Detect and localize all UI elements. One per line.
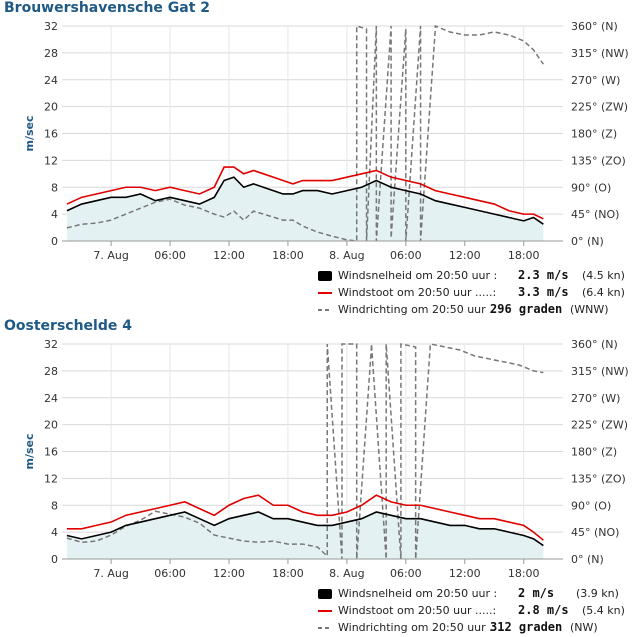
legend-extra: (3.9 kn) — [576, 587, 619, 600]
speed-area — [66, 177, 544, 241]
y-axis-title: m/sec — [23, 433, 36, 469]
legend-row-direction: Windrichting om 20:50 uur .: 296 graden … — [312, 302, 634, 319]
y-tick-label: 8 — [51, 499, 58, 512]
y2-tick-label: 360° (N) — [571, 338, 618, 351]
legend-row-speed: Windsnelheid om 20:50 uur : 2 m/s (3.9 k… — [312, 586, 634, 603]
y2-tick-label: 360° (N) — [571, 20, 618, 33]
wind-chart-2: 0 4 8 12 16 20 24 28 32 0° (N) 45° (NO) 90° (O) 135°… — [23, 338, 629, 580]
legend-value: 3.3 m/s — [518, 285, 569, 299]
legend-extra: (4.5 kn) — [582, 269, 625, 282]
legend-label: Windstoot om 20:50 uur .....: — [338, 286, 497, 299]
y2-tick-label: 225° (ZW) — [571, 419, 628, 432]
x-tick-label: 18:00 — [508, 567, 540, 580]
gust-line — [66, 494, 544, 541]
y2-tick-label: 135° (ZO) — [571, 154, 626, 167]
y-tick-label: 16 — [44, 128, 58, 141]
y-tick-label: 12 — [44, 154, 58, 167]
x-tick-label: 12:00 — [449, 249, 481, 262]
legend-extra: (NW) — [570, 621, 598, 634]
y-tick-label: 4 — [51, 208, 58, 221]
y2-tick-label: 270° (W) — [571, 74, 620, 87]
y2-tick-label: 45° (NO) — [571, 208, 619, 221]
x-tick-label: 7. Aug — [93, 567, 128, 580]
x-tick-label: 8. Aug — [329, 567, 364, 580]
y2-tick-label: 270° (W) — [571, 392, 620, 405]
y-tick-label: 0 — [51, 553, 58, 566]
y2-tick-label: 90° (O) — [571, 499, 611, 512]
y-tick-label: 4 — [51, 526, 58, 539]
x-tick-label: 7. Aug — [93, 249, 128, 262]
y-tick-label: 24 — [44, 74, 58, 87]
y2-tick-label: 180° (Z) — [571, 446, 617, 459]
y2-tick-label: 135° (ZO) — [571, 472, 626, 485]
legend-extra: (5.4 kn) — [582, 604, 625, 617]
x-tick-label: 12:00 — [213, 249, 245, 262]
y-tick-label: 32 — [44, 20, 58, 33]
legend-value: 2.3 m/s — [518, 268, 569, 282]
x-tick-label: 18:00 — [508, 249, 540, 262]
y-tick-label: 12 — [44, 472, 58, 485]
y-tick-label: 20 — [44, 419, 58, 432]
y-tick-label: 28 — [44, 47, 58, 60]
x-tick-label: 12:00 — [213, 567, 245, 580]
y-tick-label: 0 — [51, 235, 58, 248]
station-title-1: Brouwershavensche Gat 2 — [4, 0, 211, 16]
legend-label: Windrichting om 20:50 uur .: — [338, 303, 497, 316]
y-tick-label: 20 — [44, 101, 58, 114]
speed-area — [66, 511, 544, 559]
legend-value: 2.8 m/s — [518, 603, 569, 617]
legend-value: 2 m/s — [518, 586, 555, 600]
x-tick-label: 06:00 — [154, 249, 186, 262]
legend-row-gust: Windstoot om 20:50 uur .....: 3.3 m/s (6… — [312, 285, 634, 302]
station-panel-1: Brouwershavensche Gat 2 0 4 8 12 16 20 24 28 32 0… — [0, 0, 634, 318]
legend-label: Windsnelheid om 20:50 uur : — [338, 269, 498, 282]
direction-swatch — [318, 627, 332, 629]
y-tick-label: 24 — [44, 392, 58, 405]
legend-row-direction: Windrichting om 20:50 uur .: 312 graden … — [312, 620, 634, 637]
x-tick-label: 06:00 — [390, 249, 422, 262]
direction-swatch — [318, 309, 332, 311]
wind-chart-1: 0 4 8 12 16 20 24 28 32 0° (N) 45° (NO) 90° (O) 135°… — [23, 20, 629, 262]
legend-extra: (WNW) — [570, 303, 609, 316]
y-tick-label: 28 — [44, 365, 58, 378]
legend-extra: (6.4 kn) — [582, 286, 625, 299]
legend-label: Windsnelheid om 20:50 uur : — [338, 587, 498, 600]
speed-line — [66, 176, 544, 225]
y2-tick-label: 225° (ZW) — [571, 101, 628, 114]
y2-tick-label: 315° (NW) — [571, 47, 629, 60]
chart-legend-2: Windsnelheid om 20:50 uur : 2 m/s (3.9 k… — [312, 586, 634, 637]
x-tick-label: 06:00 — [390, 567, 422, 580]
y2-tick-label: 0° (N) — [571, 235, 604, 248]
x-tick-label: 12:00 — [449, 567, 481, 580]
legend-row-gust: Windstoot om 20:50 uur .....: 2.8 m/s (5… — [312, 603, 634, 620]
y2-tick-label: 45° (NO) — [571, 526, 619, 539]
y2-tick-label: 0° (N) — [571, 553, 604, 566]
x-tick-label: 18:00 — [272, 249, 304, 262]
x-tick-label: 8. Aug — [329, 249, 364, 262]
y2-tick-label: 90° (O) — [571, 181, 611, 194]
station-title-2: Oosterschelde 4 — [4, 318, 132, 334]
legend-value: 312 graden — [490, 620, 563, 634]
station-panel-2: Oosterschelde 4 0 4 8 12 16 20 24 28 32 0° (N) 45°… — [0, 318, 634, 636]
legend-row-speed: Windsnelheid om 20:50 uur : 2.3 m/s (4.5… — [312, 268, 634, 285]
y-axis-title: m/sec — [23, 115, 36, 151]
chart-legend-1: Windsnelheid om 20:50 uur : 2.3 m/s (4.5… — [312, 268, 634, 319]
legend-label: Windstoot om 20:50 uur .....: — [338, 604, 497, 617]
gust-swatch — [318, 610, 332, 612]
y-tick-label: 8 — [51, 181, 58, 194]
speed-line — [66, 511, 544, 547]
legend-value: 296 graden — [490, 302, 563, 316]
speed-swatch — [318, 271, 332, 281]
direction-line — [66, 24, 544, 242]
y-tick-label: 32 — [44, 338, 58, 351]
gust-swatch — [318, 292, 332, 294]
speed-swatch — [318, 589, 332, 599]
gust-line — [66, 166, 544, 220]
y2-tick-label: 315° (NW) — [571, 365, 629, 378]
x-tick-label: 18:00 — [272, 567, 304, 580]
legend-label: Windrichting om 20:50 uur .: — [338, 621, 497, 634]
y2-tick-label: 180° (Z) — [571, 128, 617, 141]
y-tick-label: 16 — [44, 446, 58, 459]
x-tick-label: 06:00 — [154, 567, 186, 580]
